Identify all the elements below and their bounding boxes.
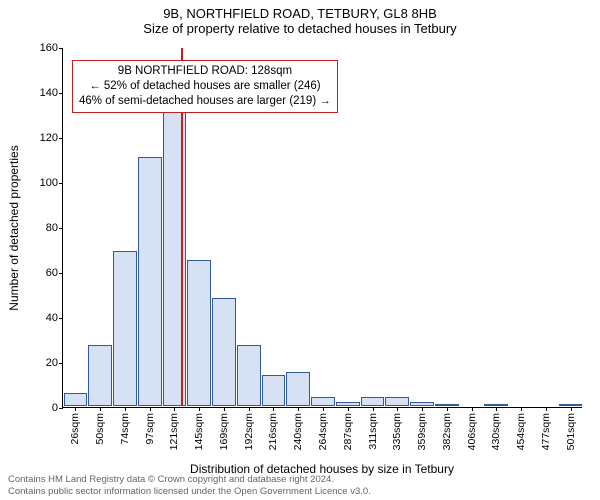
histogram-bar bbox=[385, 397, 409, 406]
histogram-bar bbox=[336, 402, 360, 406]
x-tick-mark bbox=[125, 407, 126, 411]
legend-box: 9B NORTHFIELD ROAD: 128sqm ← 52% of deta… bbox=[72, 60, 338, 113]
y-tick-label: 100 bbox=[40, 177, 58, 189]
x-tick-label: 311sqm bbox=[367, 413, 379, 450]
footer-line-2: Contains public sector information licen… bbox=[8, 486, 371, 498]
x-tick-mark bbox=[348, 407, 349, 411]
x-tick-label: 169sqm bbox=[218, 413, 230, 450]
histogram-bar bbox=[187, 260, 211, 406]
x-tick-mark bbox=[224, 407, 225, 411]
y-tick-label: 60 bbox=[46, 267, 58, 279]
x-tick-mark bbox=[298, 407, 299, 411]
histogram-bar bbox=[64, 393, 88, 406]
x-tick-label: 477sqm bbox=[540, 413, 552, 450]
histogram-bar bbox=[237, 345, 261, 406]
histogram-bar bbox=[559, 404, 583, 406]
x-tick-label: 50sqm bbox=[94, 413, 106, 445]
x-tick-mark bbox=[323, 407, 324, 411]
y-tick-mark bbox=[59, 318, 63, 319]
histogram-bar bbox=[212, 298, 236, 406]
chart-area: 26sqm50sqm74sqm97sqm121sqm145sqm169sqm19… bbox=[62, 48, 582, 408]
x-tick-mark bbox=[273, 407, 274, 411]
x-tick-label: 430sqm bbox=[490, 413, 502, 450]
x-tick-label: 454sqm bbox=[515, 413, 527, 450]
x-tick-mark bbox=[521, 407, 522, 411]
histogram-bar bbox=[311, 397, 335, 406]
x-tick-mark bbox=[249, 407, 250, 411]
y-tick-label: 120 bbox=[40, 132, 58, 144]
x-tick-label: 74sqm bbox=[119, 413, 131, 445]
y-tick-mark bbox=[59, 228, 63, 229]
x-tick-label: 121sqm bbox=[168, 413, 180, 450]
x-tick-label: 382sqm bbox=[441, 413, 453, 450]
x-tick-mark bbox=[150, 407, 151, 411]
x-tick-mark bbox=[472, 407, 473, 411]
y-tick-label: 20 bbox=[46, 357, 58, 369]
histogram-bar bbox=[286, 372, 310, 406]
legend-line-3: 46% of semi-detached houses are larger (… bbox=[79, 94, 331, 109]
y-tick-label: 40 bbox=[46, 312, 58, 324]
chart-subtitle: Size of property relative to detached ho… bbox=[0, 21, 600, 40]
chart-title: 9B, NORTHFIELD ROAD, TETBURY, GL8 8HB bbox=[0, 0, 600, 21]
y-tick-mark bbox=[59, 48, 63, 49]
histogram-bar bbox=[262, 375, 286, 406]
x-tick-mark bbox=[546, 407, 547, 411]
y-tick-label: 0 bbox=[52, 402, 58, 414]
x-tick-label: 335sqm bbox=[391, 413, 403, 450]
y-tick-mark bbox=[59, 138, 63, 139]
x-tick-label: 501sqm bbox=[565, 413, 577, 450]
x-tick-label: 240sqm bbox=[292, 413, 304, 450]
y-tick-mark bbox=[59, 183, 63, 184]
x-tick-label: 359sqm bbox=[416, 413, 428, 450]
histogram-bar bbox=[410, 402, 434, 406]
x-tick-mark bbox=[397, 407, 398, 411]
x-tick-mark bbox=[447, 407, 448, 411]
x-tick-mark bbox=[199, 407, 200, 411]
x-tick-label: 145sqm bbox=[193, 413, 205, 450]
x-tick-mark bbox=[75, 407, 76, 411]
histogram-bar bbox=[113, 251, 137, 406]
y-tick-label: 80 bbox=[46, 222, 58, 234]
x-tick-mark bbox=[100, 407, 101, 411]
y-axis-label: Number of detached properties bbox=[7, 145, 21, 310]
legend-line-2: ← 52% of detached houses are smaller (24… bbox=[79, 79, 331, 94]
histogram-bar bbox=[484, 404, 508, 406]
x-tick-mark bbox=[571, 407, 572, 411]
histogram-bar bbox=[88, 345, 112, 406]
y-tick-label: 160 bbox=[40, 42, 58, 54]
histogram-bar bbox=[138, 157, 162, 406]
y-tick-label: 140 bbox=[40, 87, 58, 99]
x-tick-label: 216sqm bbox=[267, 413, 279, 450]
x-tick-mark bbox=[422, 407, 423, 411]
x-tick-mark bbox=[496, 407, 497, 411]
x-tick-mark bbox=[174, 407, 175, 411]
y-tick-mark bbox=[59, 273, 63, 274]
histogram-bar bbox=[163, 83, 187, 406]
histogram-bar bbox=[361, 397, 385, 406]
y-tick-mark bbox=[59, 93, 63, 94]
y-tick-mark bbox=[59, 363, 63, 364]
x-tick-label: 192sqm bbox=[243, 413, 255, 450]
x-tick-label: 264sqm bbox=[317, 413, 329, 450]
x-tick-label: 97sqm bbox=[144, 413, 156, 445]
y-tick-mark bbox=[59, 408, 63, 409]
footer-attribution: Contains HM Land Registry data © Crown c… bbox=[8, 474, 371, 498]
footer-line-1: Contains HM Land Registry data © Crown c… bbox=[8, 474, 371, 486]
legend-line-1: 9B NORTHFIELD ROAD: 128sqm bbox=[79, 64, 331, 79]
x-tick-label: 406sqm bbox=[466, 413, 478, 450]
x-tick-label: 287sqm bbox=[342, 413, 354, 450]
x-tick-label: 26sqm bbox=[69, 413, 81, 445]
x-tick-mark bbox=[373, 407, 374, 411]
histogram-bar bbox=[435, 404, 459, 406]
